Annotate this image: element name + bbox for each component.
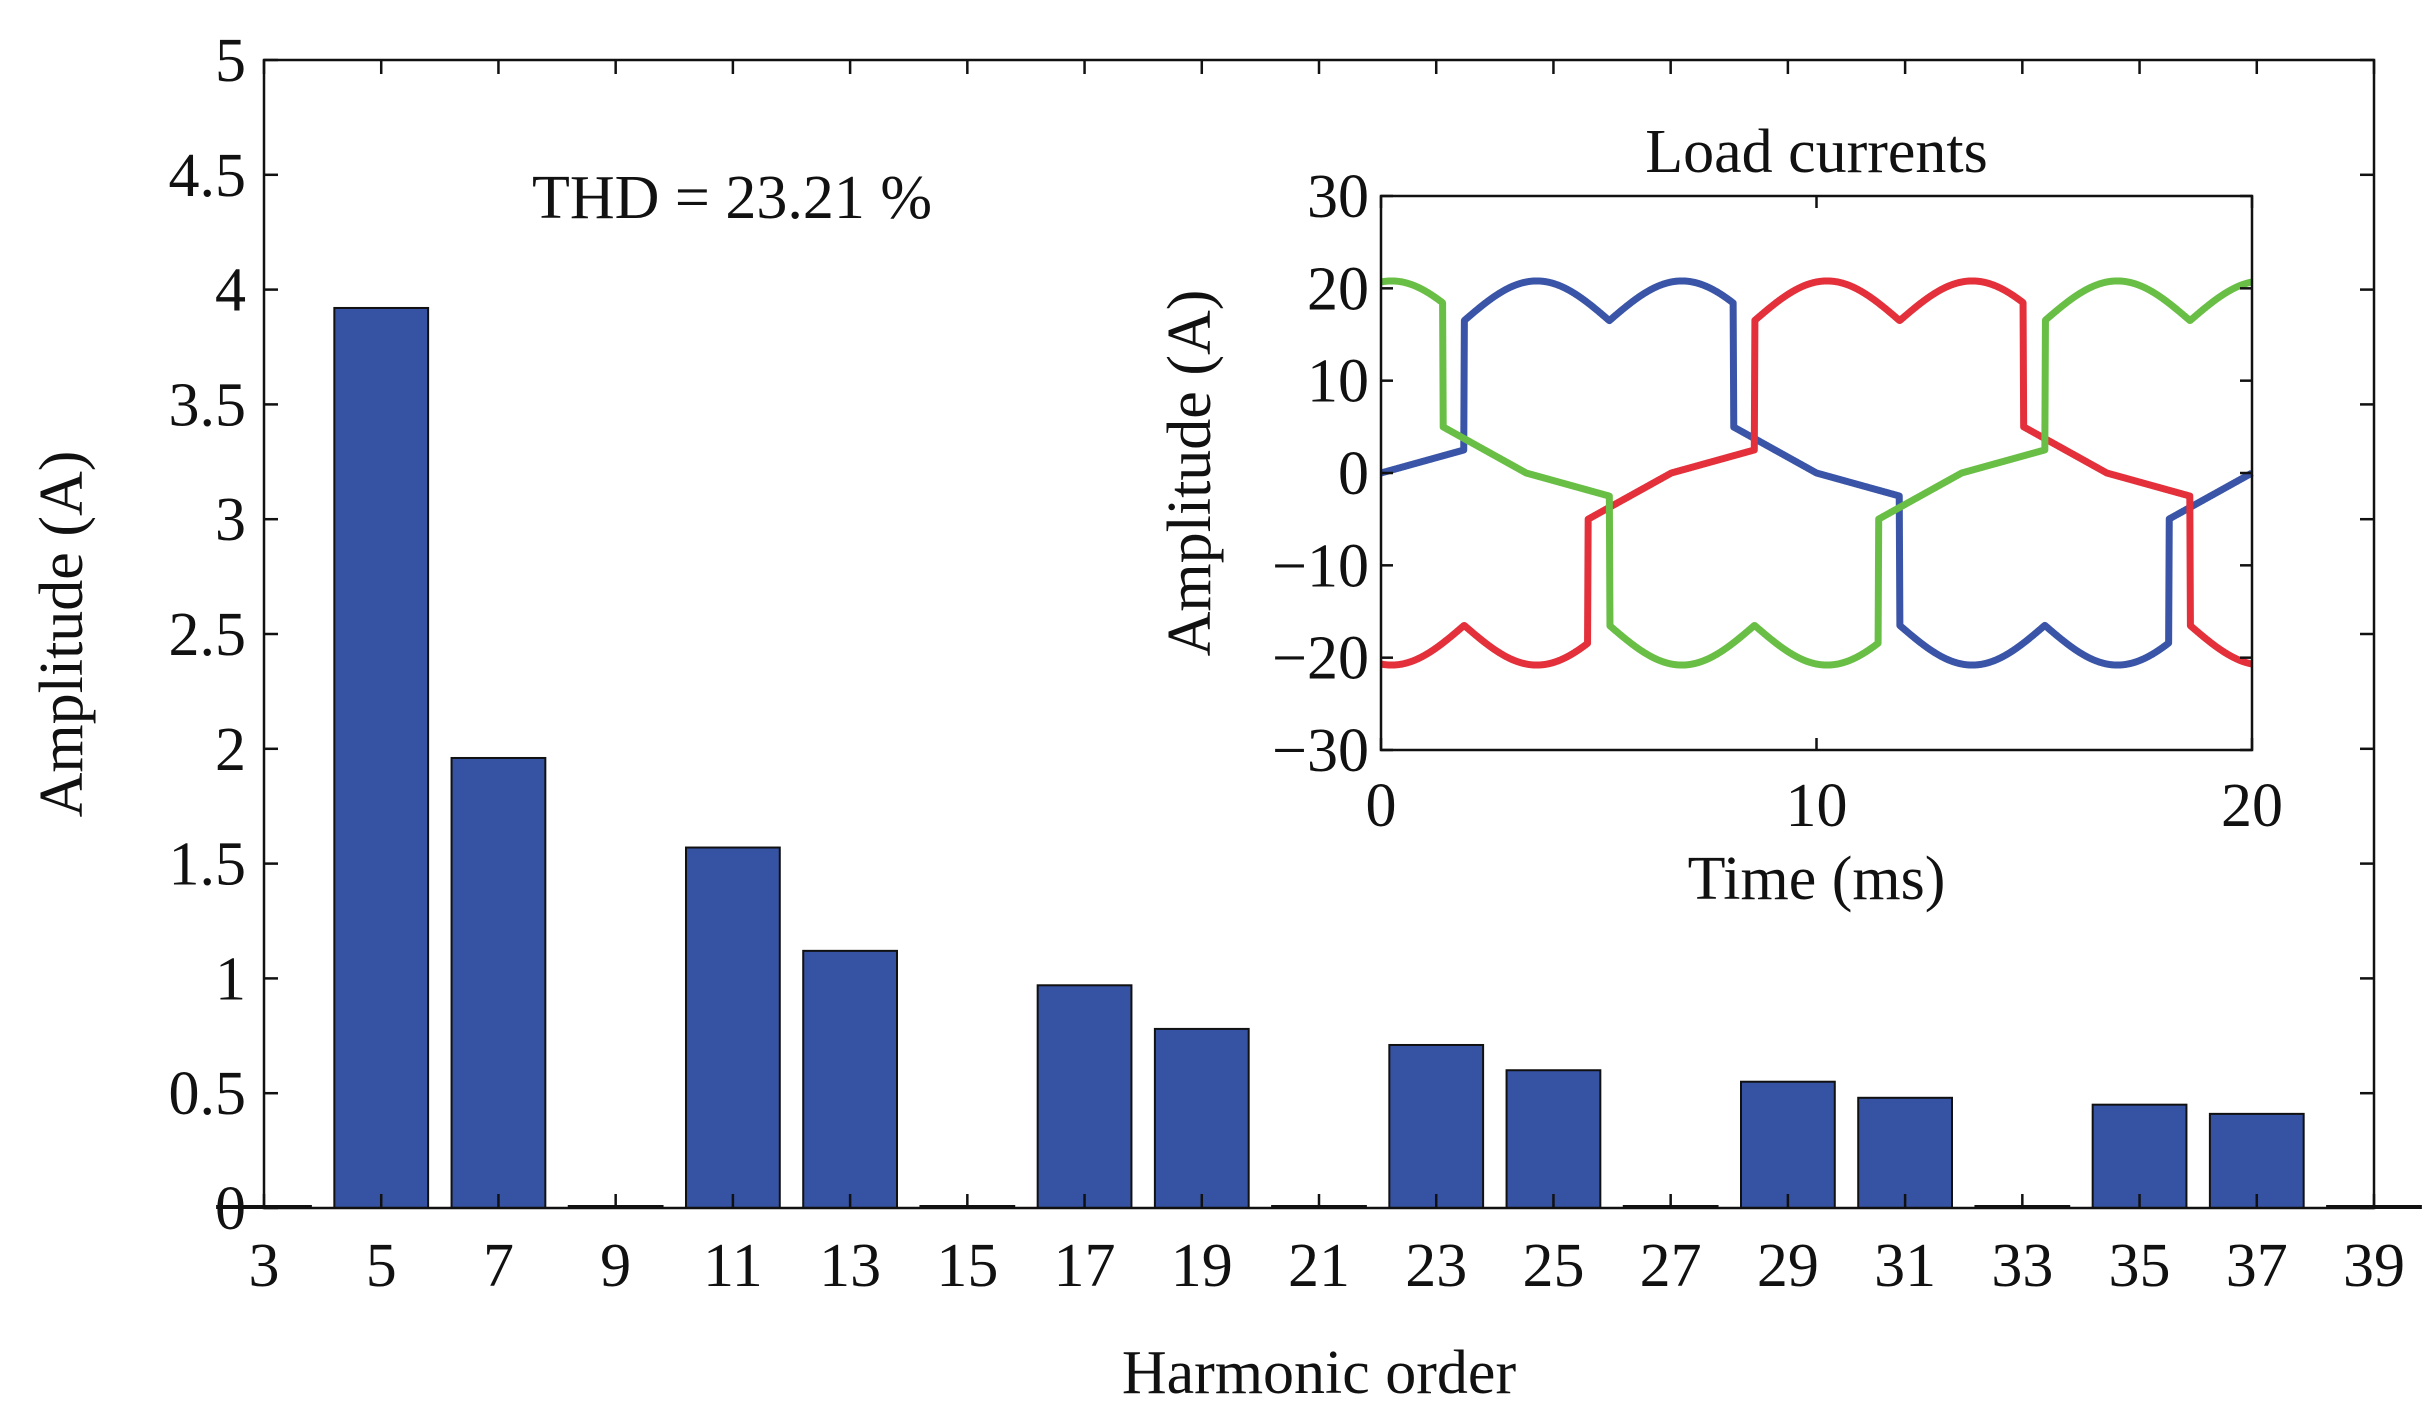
x-tick-label: 3 [249, 1232, 280, 1300]
bar-h19 [1153, 1027, 1250, 1209]
inset-x-tick-labels: 0 10 20 [1366, 772, 2284, 840]
line-phase-c [1378, 277, 2255, 669]
bar-h23 [1388, 1043, 1485, 1210]
y-tick-label: 4.5 [169, 142, 247, 210]
bar-h11 [685, 846, 781, 1209]
inset-x-tick-label: 10 [1786, 772, 1848, 840]
bar-h29 [1740, 1080, 1836, 1209]
y-tick-label: 4 [215, 257, 246, 325]
load-currents-inset: 0 10 20 30 20 10 0 −10 −20 −30 Load currents Tim… [1156, 118, 2283, 913]
x-tick-label: 13 [819, 1232, 881, 1300]
harmonic-spectrum-chart: 3 5 7 9 11 13 15 17 19 21 23 25 27 29 31 33 35 37 39 00.51… [28, 27, 2422, 1407]
inset-title: Load currents [1645, 118, 1988, 186]
x-tick-label: 5 [366, 1232, 397, 1300]
y-tick-label: 2 [215, 716, 246, 784]
x-tick-label: 23 [1405, 1232, 1467, 1300]
inset-y-tick-label: 20 [1307, 255, 1369, 323]
line-phase-a [1378, 277, 2255, 669]
y-tick-label: 2.5 [169, 601, 247, 669]
thd-annotation: THD = 23.21 % [532, 164, 932, 232]
x-tick-label: 17 [1054, 1232, 1116, 1300]
bar-h35 [2091, 1103, 2188, 1210]
main-x-axis-title: Harmonic order [1122, 1339, 1517, 1407]
inset-x-tick-label: 0 [1366, 772, 1397, 840]
inset-y-tick-label: 0 [1338, 440, 1369, 508]
y-tick-label: 0 [215, 1175, 246, 1243]
x-tick-label: 29 [1757, 1232, 1819, 1300]
x-tick-label: 25 [1522, 1232, 1584, 1300]
bar-h31 [1857, 1096, 1953, 1209]
inset-series [1378, 277, 2255, 669]
inset-y-tick-label: 10 [1307, 348, 1369, 416]
inset-y-tick-label: −10 [1272, 532, 1369, 600]
x-tick-label: 19 [1171, 1232, 1233, 1300]
y-tick-label: 3 [215, 486, 246, 554]
x-tick-label: 35 [2109, 1232, 2171, 1300]
bar-series [216, 306, 2422, 1210]
inset-x-axis-title: Time (ms) [1688, 845, 1946, 913]
y-tick-label: 3.5 [169, 371, 247, 439]
x-tick-label: 21 [1288, 1232, 1350, 1300]
x-tick-label: 37 [2226, 1232, 2288, 1300]
main-y-tick-labels: 0 0.5 1 1.5 2 2.5 3 3.5 4 4.5 5 [169, 27, 247, 1243]
inset-y-tick-label: −20 [1272, 625, 1369, 693]
bar-h25 [1505, 1069, 1602, 1209]
y-tick-label: 0.5 [169, 1060, 247, 1128]
bar-h7 [450, 756, 547, 1209]
bar-h5 [333, 306, 430, 1209]
inset-y-tick-label: 30 [1307, 163, 1369, 231]
bar-h13 [802, 949, 899, 1210]
x-tick-label: 39 [2343, 1232, 2405, 1300]
inset-y-tick-label: −30 [1272, 717, 1369, 785]
inset-y-tick-labels: 30 20 10 0 −10 −20 −30 [1272, 163, 1369, 785]
x-tick-label: 9 [600, 1232, 631, 1300]
y-tick-label: 5 [215, 27, 246, 95]
inset-axis-ticks [1379, 194, 2254, 752]
bar-h37 [2208, 1112, 2305, 1210]
inset-x-tick-label: 20 [2221, 772, 2283, 840]
y-tick-label: 1.5 [169, 831, 247, 899]
x-tick-label: 27 [1640, 1232, 1702, 1300]
x-tick-label: 11 [703, 1232, 763, 1300]
y-tick-label: 1 [215, 945, 246, 1013]
x-tick-label: 31 [1874, 1232, 1936, 1300]
main-axis-ticks [262, 58, 2376, 1210]
main-x-tick-labels: 3 5 7 9 11 13 15 17 19 21 23 25 27 29 31 33 35 37 39 [249, 1232, 2406, 1300]
x-tick-label: 33 [1991, 1232, 2053, 1300]
inset-y-axis-title: Amplitude (A) [1156, 290, 1224, 657]
x-tick-label: 7 [483, 1232, 514, 1300]
x-tick-label: 15 [936, 1232, 998, 1300]
line-phase-b [1378, 277, 2255, 669]
bar-h17 [1036, 984, 1133, 1210]
main-y-axis-title: Amplitude (A) [28, 451, 96, 818]
